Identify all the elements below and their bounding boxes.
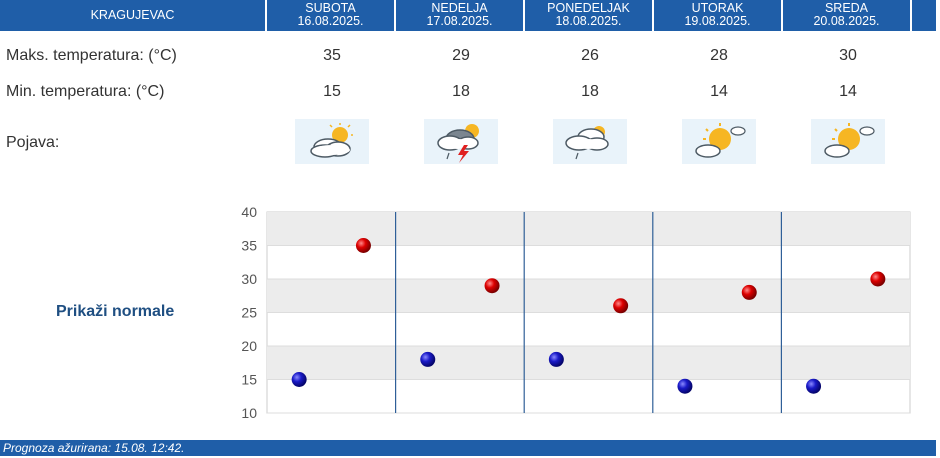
thunderstorm-icon (424, 119, 498, 164)
day-header-2: NEDELJA 17.08.2025. (396, 0, 523, 31)
forecast-header: KRAGUJEVAC SUBOTA 16.08.2025. NEDELJA 17.0… (0, 0, 940, 31)
day-header-3: PONEDELJAK 18.08.2025. (525, 0, 652, 31)
min-temp-point (548, 351, 564, 367)
mostly-sunny-icon (811, 119, 885, 164)
temperature-chart: 40 35 30 25 20 15 10 (241, 204, 911, 421)
min-temp-value: 18 (581, 83, 599, 100)
max-temp-point (355, 238, 371, 253)
max-temp-value: 35 (323, 47, 341, 64)
max-temp-point (870, 271, 886, 287)
y-tick-label: 40 (241, 204, 257, 220)
day-name: PONEDELJAK (547, 1, 630, 15)
day-date: 19.08.2025. (684, 14, 751, 28)
y-tick-label: 30 (241, 271, 257, 287)
day-header-4: UTORAK 19.08.2025. (654, 0, 781, 31)
mostly-sunny-icon (682, 119, 756, 164)
max-temp-point (741, 284, 757, 300)
day-date: 20.08.2025. (813, 14, 880, 28)
min-temp-point (806, 378, 822, 394)
min-temp-point (677, 378, 693, 394)
min-temp-point (291, 372, 307, 387)
day-name: UTORAK (691, 1, 744, 15)
grid-band (267, 346, 910, 380)
day-header-1: SUBOTA 16.08.2025. (267, 0, 394, 31)
min-temp-value: 15 (323, 83, 341, 100)
y-tick-label: 20 (241, 338, 257, 354)
max-temp-point (613, 298, 629, 314)
day-header-5: SREDA 20.08.2025. (783, 0, 910, 31)
max-temp-value: 28 (710, 47, 728, 64)
day-date: 17.08.2025. (426, 14, 493, 28)
min-temp-value: 14 (839, 83, 857, 100)
cloudy-shower-icon (553, 119, 627, 164)
day-date: 18.08.2025. (555, 14, 622, 28)
max-temp-point (484, 278, 500, 294)
max-temp-value: 29 (452, 47, 470, 64)
y-tick-label: 25 (241, 305, 257, 321)
max-temp-label: Maks. temperatura: (°C) (6, 47, 177, 64)
grid-band (267, 212, 910, 246)
min-temp-label: Min. temperatura: (°C) (6, 83, 165, 100)
phenomenon-label: Pojava: (6, 134, 60, 151)
day-name: SREDA (824, 1, 869, 15)
partly-cloudy-icon (295, 119, 369, 164)
day-name: NEDELJA (431, 1, 488, 15)
city-name: KRAGUJEVAC (0, 0, 265, 31)
show-normals-link[interactable]: Prikaži normale (56, 303, 175, 320)
y-tick-label: 15 (241, 372, 257, 388)
header-end-cell (912, 0, 936, 31)
min-temp-value: 18 (452, 83, 470, 100)
max-temp-value: 30 (839, 47, 857, 64)
day-date: 16.08.2025. (297, 14, 364, 28)
max-temp-value: 26 (581, 47, 599, 64)
min-temp-value: 14 (710, 83, 728, 100)
grid-band (267, 279, 910, 313)
day-name: SUBOTA (305, 1, 356, 15)
y-tick-label: 10 (241, 405, 257, 421)
min-temp-point (420, 351, 436, 367)
y-tick-label: 35 (241, 238, 257, 254)
update-footer: Prognoza ažurirana: 15.08. 12:42. (0, 440, 936, 456)
